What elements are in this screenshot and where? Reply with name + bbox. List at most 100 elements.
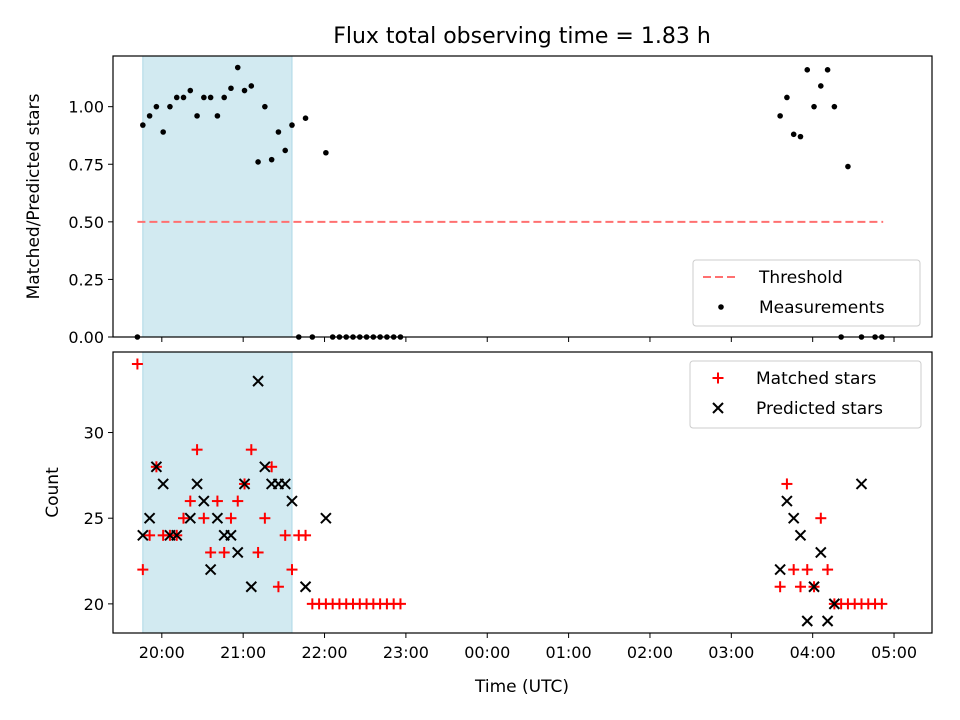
predicted-star-marker [238, 478, 251, 490]
legend-predicted-stars: Predicted stars [756, 399, 883, 419]
matched-star-marker [252, 546, 264, 558]
legend-marker [712, 402, 724, 414]
measurement-point [173, 94, 180, 101]
measurement-point [289, 122, 295, 128]
predicted-star-marker [252, 375, 264, 387]
measurement-point [214, 113, 221, 119]
matched-star-marker [801, 564, 813, 576]
measurement-point [797, 133, 804, 140]
shaded-interval [142, 55, 293, 338]
predicted-star-marker [815, 546, 827, 559]
predicted-star-marker [143, 512, 156, 524]
axes-frame [112, 351, 933, 634]
x-tick-label: 05:00 [871, 643, 917, 662]
predicted-star-marker [855, 478, 868, 490]
matched-star-marker [144, 529, 156, 541]
measurement-point [845, 163, 851, 170]
y-tick-label: 0.25 [68, 270, 104, 289]
measurement-point [777, 113, 783, 119]
predicted-star-marker [225, 529, 237, 542]
matched-star-marker [211, 495, 223, 507]
matched-star-marker [191, 444, 203, 456]
measurement-point [228, 85, 234, 92]
axes-frame [112, 55, 933, 338]
matched-star-marker [788, 564, 800, 576]
measurement-point [302, 115, 309, 121]
matched-star-marker [245, 444, 257, 456]
measurement-point [153, 103, 160, 110]
measurement-point [784, 94, 790, 101]
y-tick-label: 0.50 [68, 213, 104, 232]
panel-ratio: 0.00 0.25 0.50 0.75 1.00 Matched/Predicted st… [24, 55, 933, 347]
legend-measurements: Measurements [759, 298, 885, 318]
legend-marker [712, 372, 724, 384]
legend-threshold: Threshold [758, 268, 843, 288]
measurement-point [790, 131, 797, 138]
predicted-star-marker [828, 598, 841, 610]
measurement-point [221, 94, 227, 101]
y-tick-label: 25 [84, 509, 104, 528]
measurement-point [804, 67, 811, 73]
measurement-point [140, 122, 146, 128]
predicted-star-marker [211, 512, 224, 524]
y-axis-label: Matched/Predicted stars [24, 93, 44, 299]
predicted-star-marker [245, 581, 258, 593]
chart-title: Flux total observing time = 1.83 h [333, 24, 711, 49]
legend: Matched stars Predicted stars [689, 360, 922, 429]
matched-star-marker [218, 546, 230, 558]
measurement-point [323, 149, 329, 156]
matched-star-marker [876, 598, 888, 610]
measurement-point [831, 103, 838, 110]
matched-star-marker [225, 512, 237, 524]
measurement-point [207, 94, 214, 101]
legend-marker [718, 304, 724, 310]
x-tick-label: 23:00 [383, 643, 429, 662]
y-tick-label: 0.00 [68, 328, 104, 347]
predicted-star-marker [184, 512, 196, 524]
measurement-point [255, 159, 261, 165]
matched-star-marker [232, 495, 244, 507]
predicted-star-marker [794, 529, 807, 542]
y-tick-label: 1.00 [68, 98, 104, 117]
legend-matched-stars: Matched stars [756, 369, 876, 389]
measurement-point [187, 87, 194, 94]
predicted-star-marker [191, 478, 203, 490]
matched-star-marker [774, 581, 786, 593]
matched-star-marker [815, 512, 827, 524]
legend: Threshold Measurements [692, 259, 921, 327]
predicted-star-marker [320, 512, 332, 524]
measurement-point [146, 113, 153, 119]
predicted-star-marker [821, 615, 834, 627]
y-tick-label: 20 [84, 595, 104, 614]
matched-star-marker [794, 581, 806, 593]
predicted-star-marker [157, 478, 169, 490]
x-tick-label: 21:00 [220, 643, 266, 662]
measurement-point [201, 94, 207, 101]
x-tick-label: 20:00 [139, 643, 185, 662]
measurement-point [160, 129, 166, 135]
measurement-point [811, 103, 817, 110]
matched-star-marker [272, 581, 284, 593]
matched-star-marker [205, 546, 217, 558]
predicted-star-marker [299, 581, 312, 593]
x-tick-label: 01:00 [546, 643, 592, 662]
measurement-point [241, 87, 248, 94]
x-tick-label: 03:00 [708, 643, 754, 662]
matched-star-marker [198, 512, 210, 524]
x-tick-label: 04:00 [790, 643, 836, 662]
predicted-star-marker [787, 512, 800, 524]
predicted-star-marker [204, 563, 217, 576]
y-tick-label: 30 [84, 424, 104, 443]
matched-star-marker [286, 564, 298, 576]
measurement-point [262, 103, 268, 110]
matched-star-marker [822, 564, 834, 576]
x-axis-label: Time (UTC) [474, 677, 569, 697]
legend-box [689, 360, 922, 429]
predicted-star-marker [198, 495, 210, 507]
measurement-point [818, 83, 824, 89]
panel-count: 20 25 30 20:00 21:00 22:00 23:00 00:00 01:00 02:0… [43, 351, 933, 662]
predicted-star-marker [259, 461, 271, 473]
matched-star-marker [259, 512, 271, 524]
matched-star-marker [184, 495, 196, 507]
